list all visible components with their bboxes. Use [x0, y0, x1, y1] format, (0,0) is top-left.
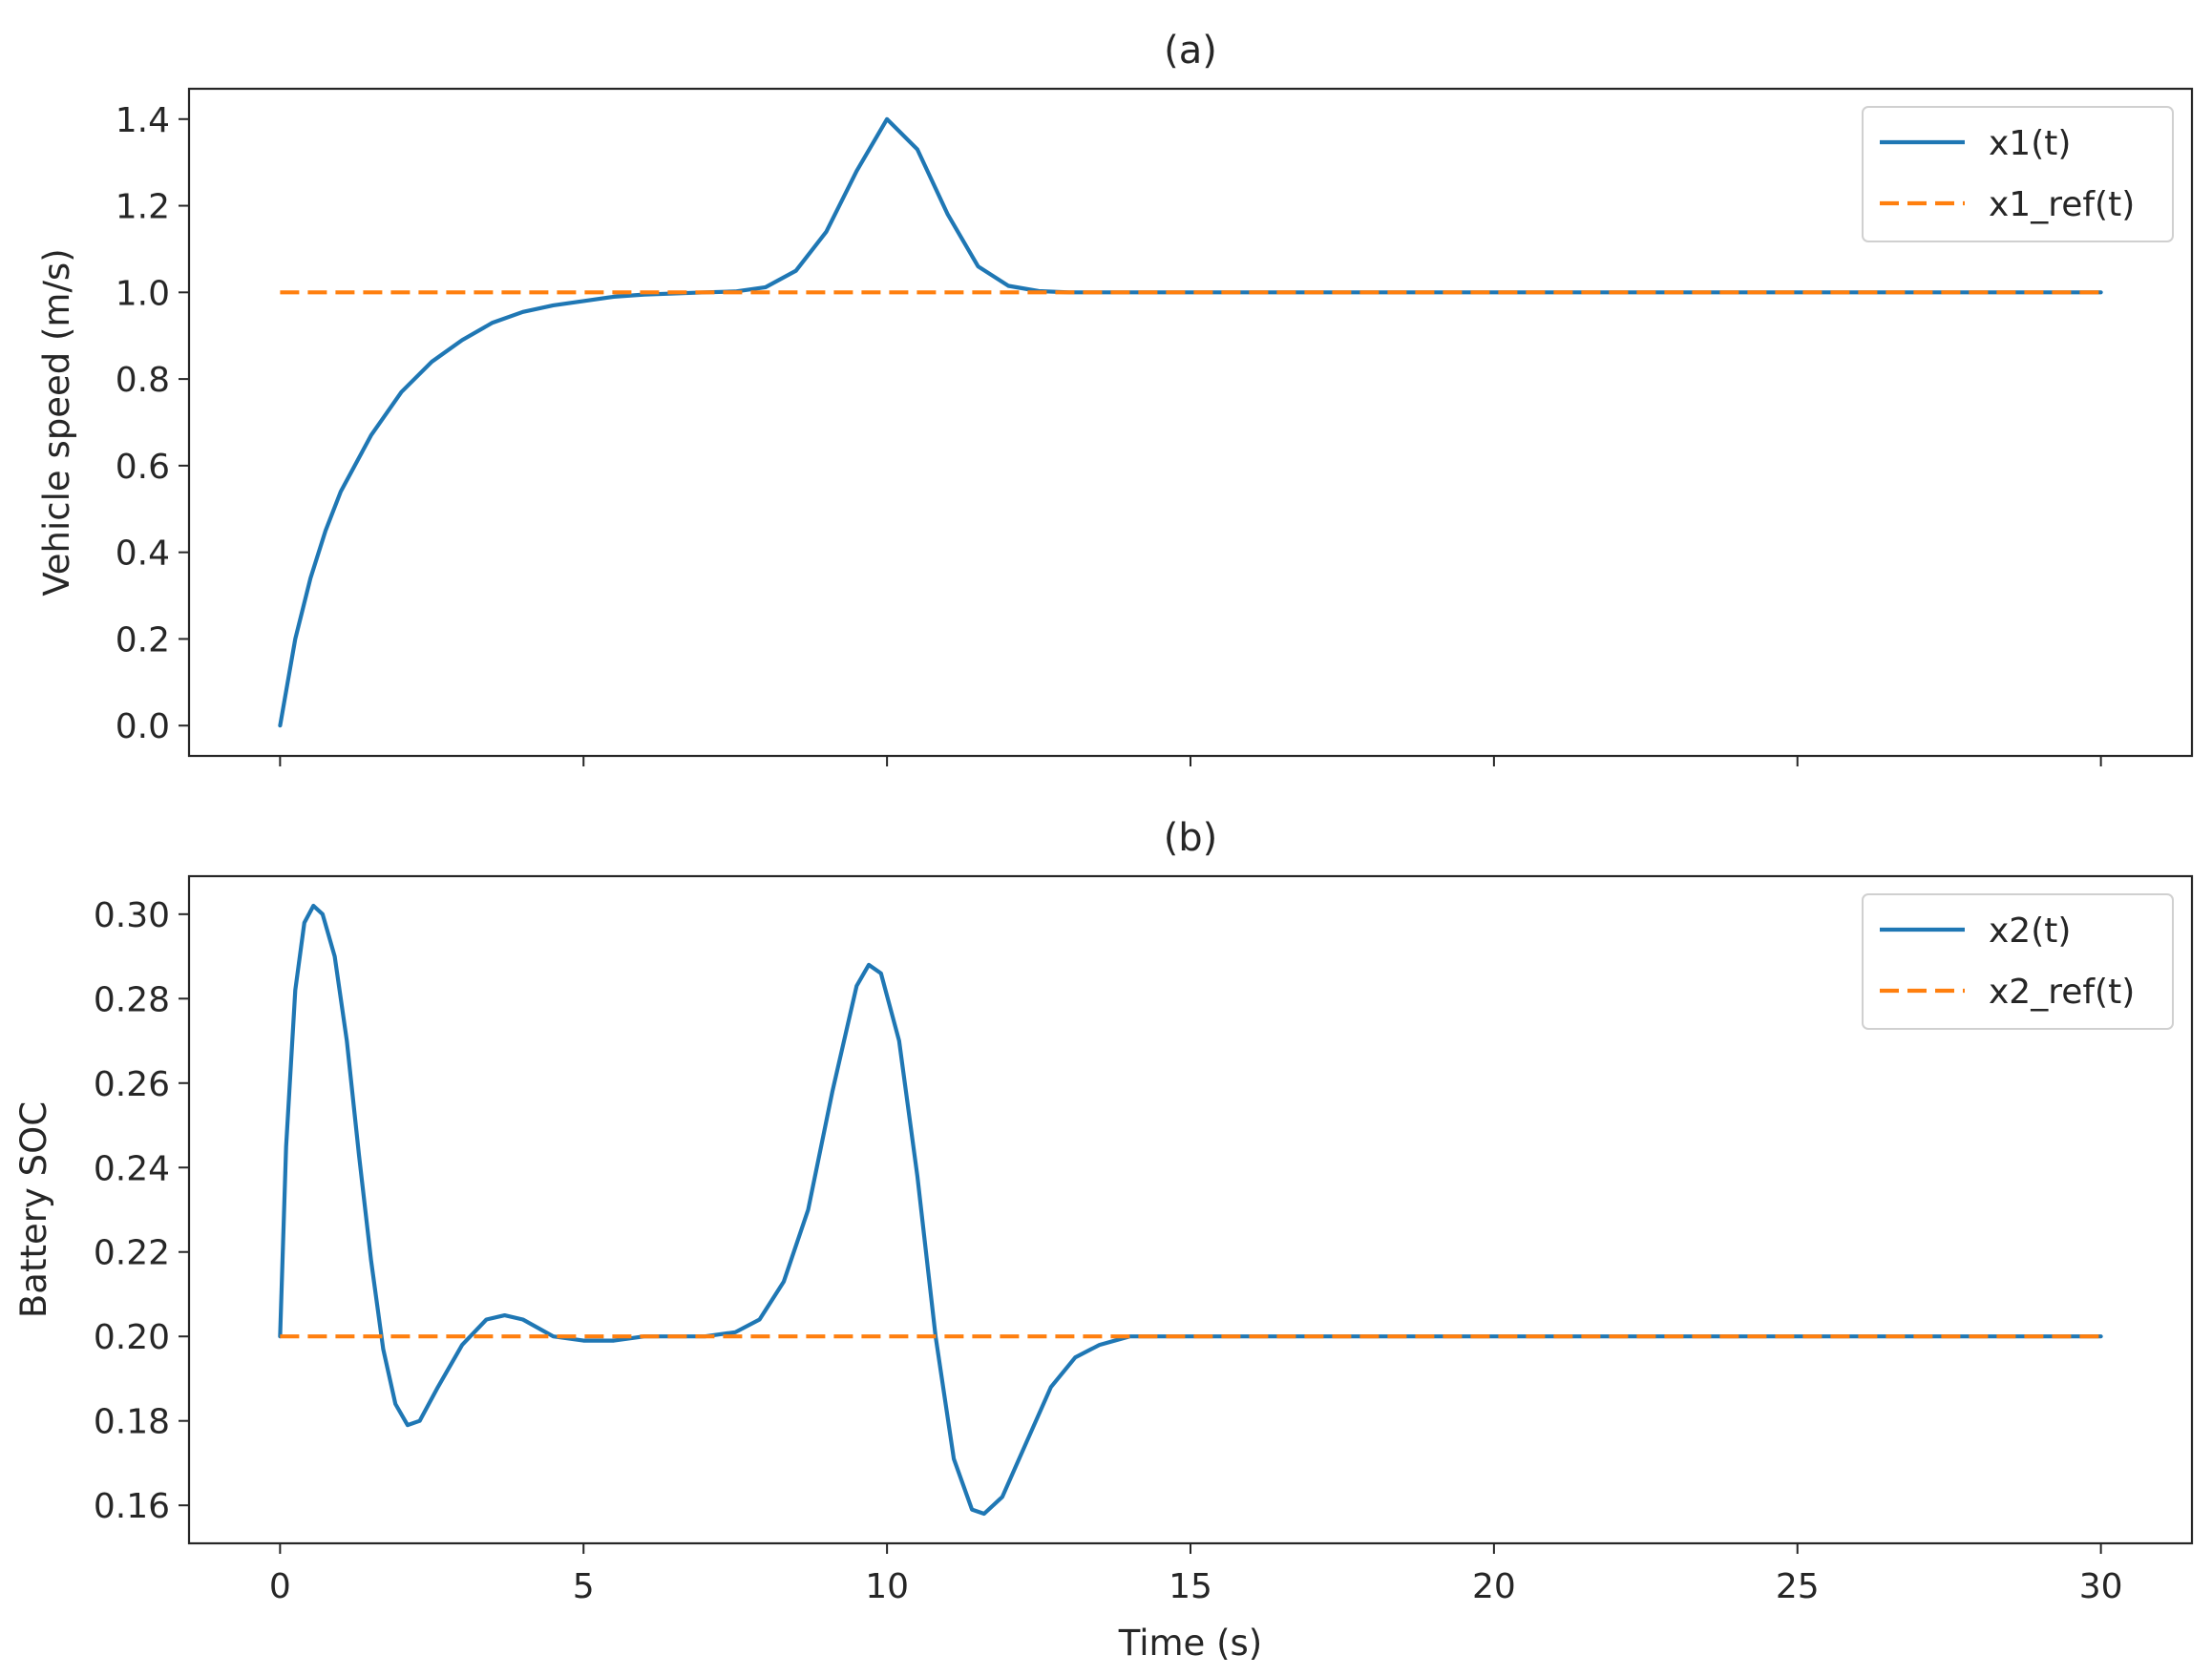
x-tick-label: 15	[1169, 1567, 1212, 1606]
y-tick-label: 0.28	[94, 980, 170, 1019]
x-axis-title: Time (s)	[1118, 1623, 1262, 1664]
chart-panel-0: (a) 0.0 0.2 0.4 0.6 0.8 1.0 1.2 1.4 Vehicle speed…	[36, 29, 2194, 766]
y-tick-label: 0.16	[94, 1487, 170, 1526]
y-axis-title: Vehicle speed (m/s)	[36, 248, 77, 596]
y-axis-title: Battery SOC	[13, 1101, 54, 1318]
chart-panel-1: (b) 0.16 0.18 0.20 0.22 0.24 0.26 0.28 0.30 0 5 10 1…	[13, 816, 2194, 1664]
x-tick-label: 0	[269, 1567, 291, 1606]
legend-label: x2(t)	[1989, 911, 2071, 951]
series-line-0-0	[278, 116, 2103, 728]
y-tick-label: 0.6	[116, 448, 170, 487]
y-tick-label: 0.22	[94, 1234, 170, 1273]
x-tick-label: 10	[865, 1567, 909, 1606]
y-tick-label: 0.4	[116, 534, 170, 574]
y-tick-label: 0.18	[94, 1403, 170, 1442]
y-tick-label: 0.26	[94, 1065, 170, 1104]
legend-label: x1_ref(t)	[1989, 185, 2135, 224]
y-tick-label: 0.20	[94, 1318, 170, 1357]
x-tick-label: 25	[1776, 1567, 1820, 1606]
y-tick-label: 0.0	[116, 707, 170, 746]
x-tick-label: 5	[573, 1567, 595, 1606]
y-tick-label: 0.30	[94, 896, 170, 935]
y-tick-label: 1.4	[116, 101, 170, 140]
chart-title: (a)	[1164, 29, 1217, 73]
y-tick-label: 1.0	[116, 274, 170, 313]
y-tick-label: 0.24	[94, 1149, 170, 1188]
x-tick-label: 30	[2079, 1567, 2123, 1606]
legend: x2(t) x2_ref(t)	[1862, 893, 2174, 1030]
legend: x1(t) x1_ref(t)	[1862, 106, 2174, 242]
legend-label: x1(t)	[1989, 124, 2071, 163]
y-tick-label: 0.2	[116, 620, 170, 660]
x-tick-label: 20	[1472, 1567, 1516, 1606]
y-tick-label: 1.2	[116, 188, 170, 227]
legend-label: x2_ref(t)	[1989, 973, 2135, 1012]
y-tick-label: 0.8	[116, 361, 170, 400]
chart-title: (b)	[1164, 816, 1218, 860]
series-line-1-0	[278, 903, 2103, 1517]
